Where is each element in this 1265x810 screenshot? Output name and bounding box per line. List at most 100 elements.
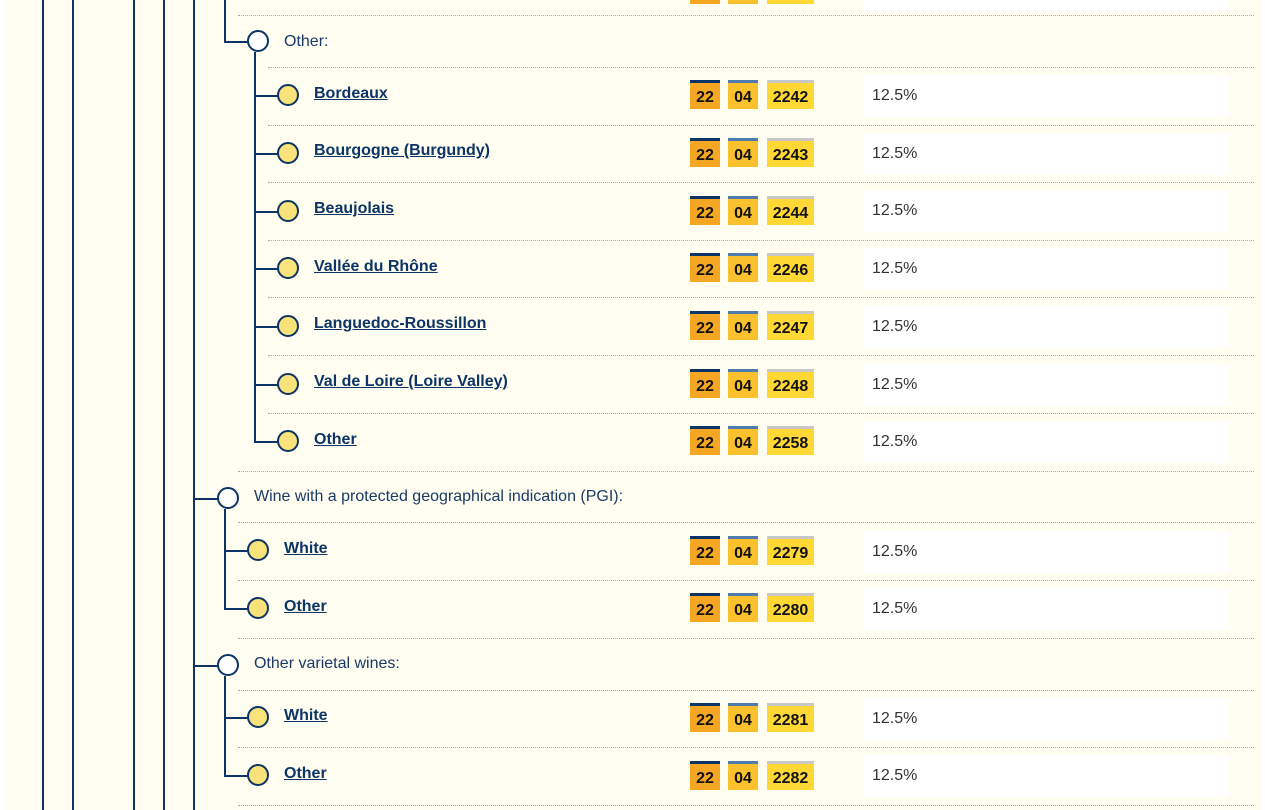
- tree-branch: [254, 441, 278, 443]
- code-subheading: 2279: [767, 536, 814, 565]
- tree-leaf-icon: [277, 200, 299, 222]
- tree-leaf-icon: [277, 430, 299, 452]
- code-chapter: 22: [690, 80, 720, 109]
- duty-rate: 12.5%: [863, 364, 1229, 406]
- tree-branch: [224, 550, 248, 552]
- row-divider: [238, 638, 1254, 639]
- section-heading-varietal: Other varietal wines:: [254, 655, 400, 672]
- row-divider: [238, 690, 1254, 691]
- tree-branch: [193, 498, 218, 500]
- code-chapter: 22: [690, 426, 720, 455]
- code-subheading: 2258: [767, 426, 814, 455]
- code-chapter: 22: [690, 536, 720, 565]
- duty-rate: 12.5%: [863, 306, 1229, 348]
- code-subheading: 2244: [767, 196, 814, 225]
- code-heading: 04: [728, 703, 758, 732]
- code-subheading: 2248: [767, 369, 814, 398]
- tree-node-icon: [217, 654, 239, 676]
- duty-rate: 12.5%: [863, 588, 1229, 630]
- duty-rate: 12.5%: [863, 698, 1229, 740]
- code-subheading: 2246: [767, 253, 814, 282]
- tree-branch: [224, 608, 248, 610]
- commodity-link-white[interactable]: White: [284, 540, 328, 557]
- row-divider: [238, 15, 1254, 16]
- row-divider: [238, 471, 1254, 472]
- tree-branch: [193, 665, 218, 667]
- code-chapter: 22: [690, 761, 720, 790]
- tree-node-icon: [247, 30, 269, 52]
- partial-code-subheading: [767, 0, 814, 4]
- tree-guide-line: [133, 0, 135, 810]
- commodity-link-beaujolais[interactable]: Beaujolais: [314, 200, 395, 217]
- code-chapter: 22: [690, 196, 720, 225]
- tree-leaf-icon: [247, 764, 269, 786]
- tree-guide-line: [224, 676, 226, 777]
- tree-branch: [254, 95, 278, 97]
- commodity-link-languedoc-roussillon[interactable]: Languedoc-Roussillon: [314, 315, 487, 332]
- tree-branch: [254, 326, 278, 328]
- code-heading: 04: [728, 311, 758, 340]
- code-heading: 04: [728, 761, 758, 790]
- commodity-link-bordeaux[interactable]: Bordeaux: [314, 85, 388, 102]
- tree-leaf-icon: [277, 142, 299, 164]
- commodity-tree: Other: Bordeaux 22 04 2242 12.5% Bourgog…: [5, 0, 1262, 810]
- tree-node-icon: [217, 487, 239, 509]
- tree-guide-line: [163, 0, 165, 810]
- section-heading-pgi: Wine with a protected geographical indic…: [254, 488, 624, 505]
- code-heading: 04: [728, 253, 758, 282]
- code-heading: 04: [728, 138, 758, 167]
- tree-guide-line: [254, 52, 256, 443]
- code-chapter: 22: [690, 253, 720, 282]
- row-divider: [268, 297, 1254, 298]
- commodity-link-bourgogne[interactable]: Bourgogne (Burgundy): [314, 142, 490, 159]
- code-chapter: 22: [690, 138, 720, 167]
- commodity-link-other[interactable]: Other: [314, 431, 357, 448]
- row-divider: [238, 747, 1254, 748]
- code-chapter: 22: [690, 311, 720, 340]
- duty-rate: 12.5%: [863, 190, 1229, 232]
- row-divider: [268, 413, 1254, 414]
- tree-branch: [254, 384, 278, 386]
- row-divider: [268, 182, 1254, 183]
- commodity-link-white[interactable]: White: [284, 707, 328, 724]
- duty-rate: 12.5%: [863, 75, 1229, 117]
- tree-branch: [254, 153, 278, 155]
- code-subheading: 2243: [767, 138, 814, 167]
- duty-rate: 12.5%: [863, 755, 1229, 797]
- commodity-link-other[interactable]: Other: [284, 765, 327, 782]
- code-subheading: 2242: [767, 80, 814, 109]
- section-heading-other: Other:: [284, 33, 329, 50]
- tree-leaf-icon: [277, 315, 299, 337]
- tree-branch: [254, 268, 278, 270]
- commodity-link-other[interactable]: Other: [284, 598, 327, 615]
- commodity-link-vallee-du-rhone[interactable]: Vallée du Rhône: [314, 258, 438, 275]
- code-heading: 04: [728, 593, 758, 622]
- tree-leaf-icon: [277, 257, 299, 279]
- row-divider: [238, 580, 1254, 581]
- duty-rate: 12.5%: [863, 248, 1229, 290]
- row-divider: [268, 67, 1254, 68]
- row-divider: [268, 355, 1254, 356]
- code-subheading: 2280: [767, 593, 814, 622]
- duty-rate: 12.5%: [863, 531, 1229, 573]
- commodity-link-val-de-loire[interactable]: Val de Loire (Loire Valley): [314, 373, 508, 390]
- row-divider: [268, 125, 1254, 126]
- tree-guide-line: [72, 0, 74, 810]
- row-divider: [268, 240, 1254, 241]
- code-chapter: 22: [690, 703, 720, 732]
- tree-branch: [224, 775, 248, 777]
- tree-leaf-icon: [247, 597, 269, 619]
- code-chapter: 22: [690, 369, 720, 398]
- code-heading: 04: [728, 80, 758, 109]
- tree-leaf-icon: [277, 373, 299, 395]
- code-heading: 04: [728, 426, 758, 455]
- row-divider: [238, 522, 1254, 523]
- tree-branch: [224, 41, 248, 43]
- duty-rate: 12.5%: [863, 133, 1229, 175]
- tree-branch: [224, 717, 248, 719]
- tree-guide-line: [224, 0, 226, 42]
- row-divider: [238, 805, 1254, 806]
- partial-code-chapter: [690, 0, 720, 4]
- code-heading: 04: [728, 196, 758, 225]
- code-subheading: 2282: [767, 761, 814, 790]
